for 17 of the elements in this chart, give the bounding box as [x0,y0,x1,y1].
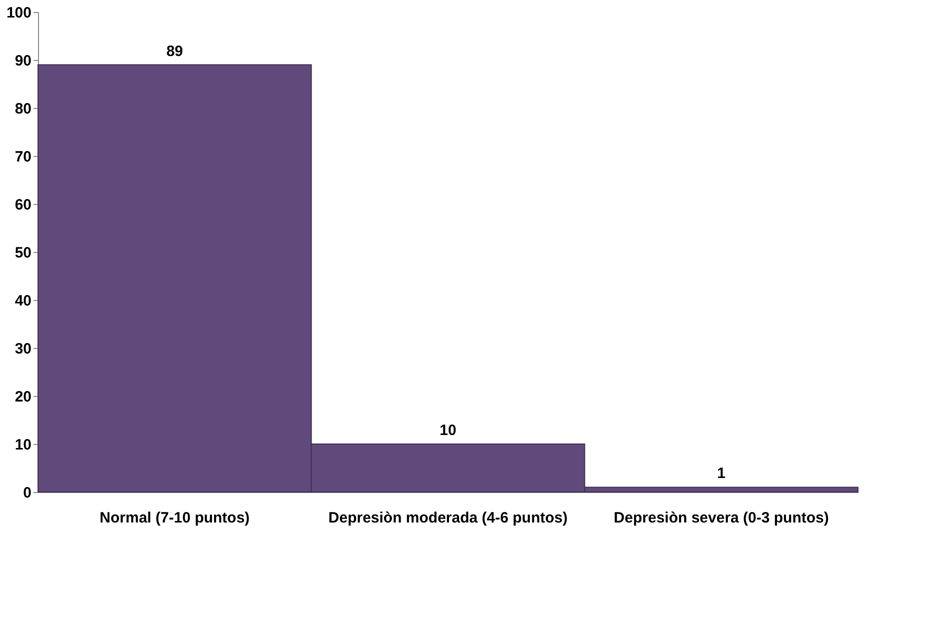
y-tick-label: 20 [14,388,32,406]
y-tick-label: 100 [6,4,32,22]
y-tick-label: 70 [14,148,32,166]
y-tick-label: 80 [14,100,32,118]
x-tick-label: Depresiòn moderada (4-6 puntos) [328,510,568,526]
y-tick-label: 40 [14,292,32,310]
y-tick-label: 30 [14,340,32,358]
data-label: 1 [717,465,726,482]
data-label: 10 [440,422,456,439]
y-tick-label: 60 [14,196,32,214]
y-tick-label: 10 [14,436,32,454]
y-tick-label: 90 [14,52,32,70]
y-tick-label: 0 [23,484,32,502]
x-tick-label: Depresiòn severa (0-3 puntos) [614,510,829,526]
y-tick-label: 50 [14,244,32,262]
data-label: 89 [166,42,184,60]
x-tick-label: Normal (7-10 puntos) [100,510,250,526]
